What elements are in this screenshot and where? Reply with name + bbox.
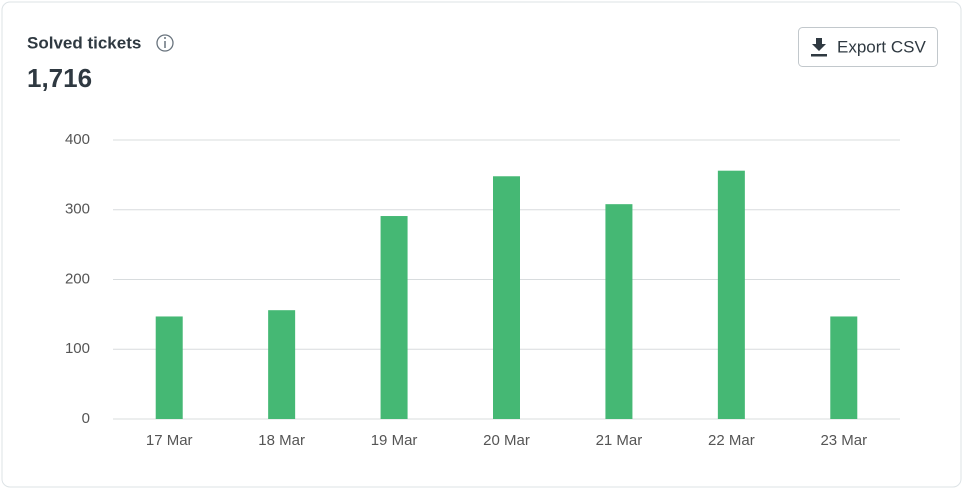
x-tick-label: 20 Mar (483, 432, 530, 449)
y-tick-label: 300 (65, 201, 90, 218)
y-tick-label: 400 (65, 131, 90, 148)
chart-title: Solved tickets (27, 33, 141, 52)
total: 1,716 (27, 63, 92, 93)
bar (830, 316, 858, 419)
bar (268, 310, 296, 419)
y-tick-label: 0 (82, 410, 90, 427)
x-tick-label: 23 Mar (820, 432, 867, 449)
x-tick-label: 19 Mar (371, 432, 418, 449)
y-tick-label: 200 (65, 270, 90, 287)
bar (380, 216, 408, 419)
x-tick-label: 18 Mar (258, 432, 305, 449)
bar (493, 176, 520, 419)
x-tick-label: 21 Mar (596, 432, 643, 449)
bar (605, 204, 633, 419)
bar (155, 316, 183, 419)
info-icon[interactable] (156, 34, 174, 52)
export-button[interactable]: Export CSV (798, 27, 938, 67)
y-tick-label: 100 (65, 340, 90, 357)
x-tick-label: 17 Mar (146, 432, 193, 449)
x-tick-label: 22 Mar (708, 432, 755, 449)
bar (717, 170, 745, 419)
button-label[interactable]: Export CSV (837, 37, 926, 56)
